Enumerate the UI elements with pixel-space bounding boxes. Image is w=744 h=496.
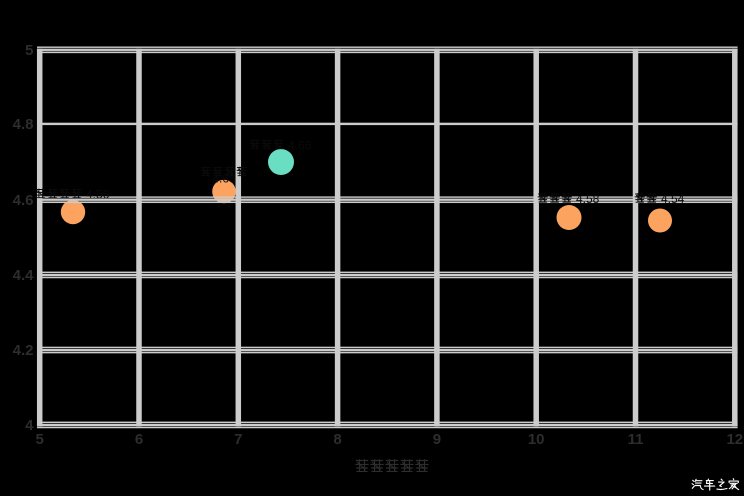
svg-text:4: 4 (25, 417, 34, 434)
svg-text:4.54: 4.54 (661, 192, 685, 206)
svg-text:4.58: 4.58 (576, 192, 600, 206)
svg-text:11: 11 (628, 431, 644, 448)
svg-text:7: 7 (234, 431, 242, 448)
svg-text:8: 8 (333, 431, 341, 448)
svg-text:4.56: 4.56 (86, 188, 110, 202)
svg-text:6: 6 (135, 431, 143, 448)
svg-text:4.63: 4.63 (212, 172, 236, 186)
svg-text:9: 9 (433, 431, 441, 448)
svg-text:4.66: 4.66 (288, 139, 312, 153)
svg-text:4.6: 4.6 (13, 192, 34, 209)
svg-text:4.4: 4.4 (13, 267, 35, 284)
svg-text:10: 10 (528, 431, 545, 448)
svg-text:5: 5 (36, 431, 44, 448)
svg-text:4.2: 4.2 (13, 342, 34, 359)
svg-text:4.8: 4.8 (13, 116, 34, 133)
svg-text:12: 12 (726, 431, 743, 448)
svg-text:5: 5 (25, 42, 33, 59)
